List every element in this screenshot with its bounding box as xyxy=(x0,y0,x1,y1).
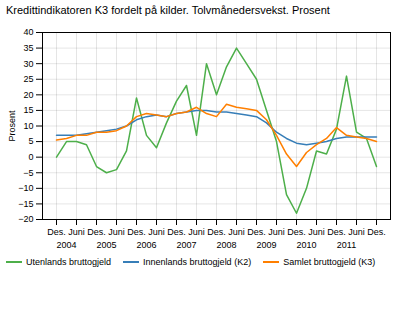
svg-text:−20: −20 xyxy=(18,214,33,224)
svg-text:Des.: Des. xyxy=(247,227,266,237)
svg-text:Juni: Juni xyxy=(348,227,365,237)
svg-text:Des.: Des. xyxy=(207,227,226,237)
svg-text:−10: −10 xyxy=(18,183,33,193)
svg-text:20: 20 xyxy=(23,89,33,99)
html-text:Samlet bruttogjeld (K3): Samlet bruttogjeld (K3) xyxy=(283,256,376,267)
svg-text:15: 15 xyxy=(23,105,33,115)
svg-text:Des.: Des. xyxy=(47,227,66,237)
svg-text:2009: 2009 xyxy=(256,240,276,250)
svg-text:Des.: Des. xyxy=(87,227,106,237)
svg-text:2004: 2004 xyxy=(56,240,76,250)
html-text:Kredittindikatoren K3 fordelt: Kredittindikatoren K3 fordelt på kilder.… xyxy=(6,4,330,16)
svg-text:40: 40 xyxy=(23,27,33,37)
svg-text:2008: 2008 xyxy=(216,240,236,250)
html-text:Innenlands bruttogjeld (K2): Innenlands bruttogjeld (K2) xyxy=(143,256,252,267)
svg-text:Des.: Des. xyxy=(167,227,186,237)
svg-text:Des.: Des. xyxy=(327,227,346,237)
svg-text:30: 30 xyxy=(23,58,33,68)
svg-text:Juni: Juni xyxy=(148,227,165,237)
svg-text:Juni: Juni xyxy=(188,227,205,237)
svg-text:−5: −5 xyxy=(23,167,33,177)
svg-text:Juni: Juni xyxy=(268,227,285,237)
svg-text:Juni: Juni xyxy=(108,227,125,237)
svg-text:Des.: Des. xyxy=(367,227,386,237)
svg-text:35: 35 xyxy=(23,43,33,53)
svg-text:Juni: Juni xyxy=(308,227,325,237)
html-text:Utenlands bruttogjeld: Utenlands bruttogjeld xyxy=(26,256,112,267)
svg-text:10: 10 xyxy=(23,121,33,131)
svg-text:25: 25 xyxy=(23,74,33,84)
svg-text:2011: 2011 xyxy=(337,240,356,250)
svg-text:2006: 2006 xyxy=(136,240,156,250)
svg-text:0: 0 xyxy=(28,152,33,162)
svg-text:−15: −15 xyxy=(18,199,33,209)
svg-text:2005: 2005 xyxy=(96,240,116,250)
svg-text:2007: 2007 xyxy=(176,240,196,250)
svg-text:Des.: Des. xyxy=(127,227,146,237)
svg-text:Prosent: Prosent xyxy=(7,110,17,142)
svg-text:2010: 2010 xyxy=(296,240,316,250)
svg-text:5: 5 xyxy=(28,136,33,146)
svg-text:Juni: Juni xyxy=(68,227,85,237)
svg-text:Juni: Juni xyxy=(228,227,245,237)
svg-text:Des.: Des. xyxy=(287,227,306,237)
